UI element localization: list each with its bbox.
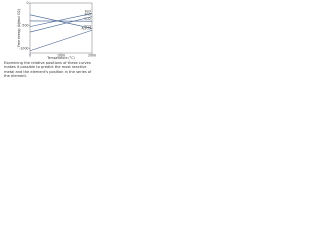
chart: Temperature (°C) Free energy (kJ/mol O2)… [17,1,96,60]
series-line [29,16,93,33]
y-tick-label: 0 [26,1,28,5]
series-line [29,14,93,29]
y-tick-label: -500 [21,24,28,28]
x-tick-label: 0 [29,54,31,58]
y-axis-label: Free energy (kJ/mol O2) [17,9,21,47]
series-line [29,13,93,27]
series-label: 2CO [84,24,91,28]
x-tick-label: 1000 [57,54,65,58]
y-tick-label: -1000 [19,46,28,50]
page: {"chart_data": {"type": "line", "x_label… [0,0,100,88]
series-label: Al2O3 [81,26,91,30]
x-axis-label: Temperature (°C) [46,56,75,60]
series-label: FeO [85,9,92,13]
x-tick-label: 2000 [88,54,96,58]
caption: Examining the relative positions of thes… [4,61,92,79]
series-line [29,29,93,52]
series-label: CO2 [84,17,91,21]
